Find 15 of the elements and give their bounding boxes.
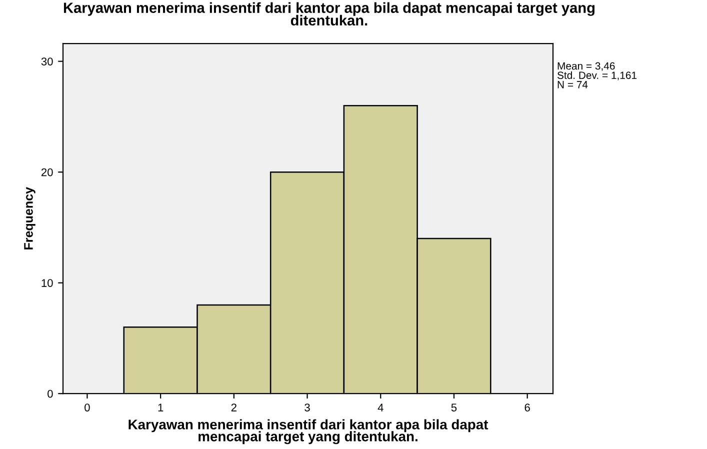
x-tick-label: 0: [84, 404, 90, 412]
x-tick-label: 5: [451, 404, 457, 412]
y-axis-title: Frequency: [24, 187, 36, 250]
x-tick-label: 6: [524, 404, 530, 412]
x-tick-label: 2: [231, 404, 236, 412]
y-tick-label: 20: [41, 168, 53, 176]
y-tick-label: 30: [41, 58, 53, 66]
y-tick-label: 10: [42, 279, 53, 287]
y-tick-label: 0: [48, 390, 53, 398]
x-tick-label: 1: [158, 404, 164, 412]
x-tick-label: 4: [378, 404, 384, 412]
chart-title: Karyawan menerima insentif dari kantor apa bila dapat mencapai target yang ditentukan.: [64, 2, 594, 26]
x-axis-title: Karyawan menerima insentif dari kantor apa bila dapat mencapai target yang ditentukan.: [128, 419, 488, 444]
x-tick-label: 3: [304, 404, 310, 412]
text: Mean = 3,46 Std. Dev. = 1,161 N = 74: [557, 62, 637, 88]
